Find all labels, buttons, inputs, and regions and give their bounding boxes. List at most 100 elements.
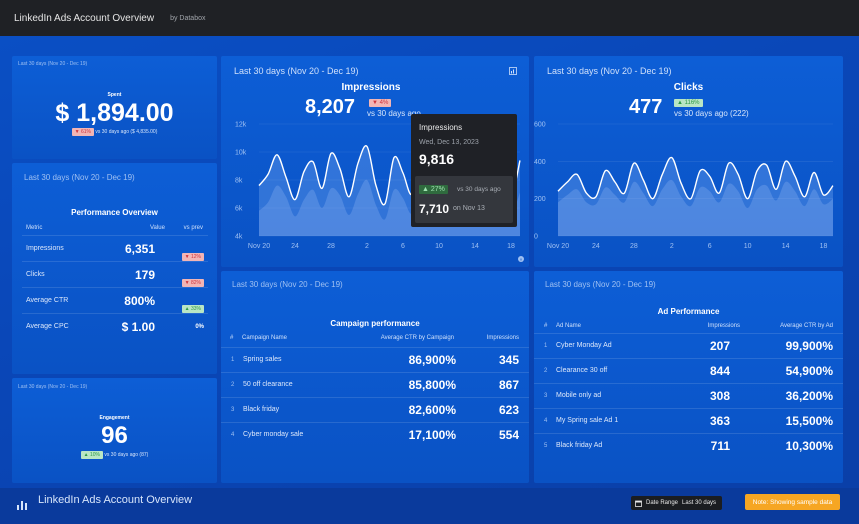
table-row[interactable]: Clicks 179 ▼ 82% (22, 261, 208, 287)
y-tick-label: 200 (534, 196, 546, 203)
tooltip-compare: vs 30 days ago (457, 186, 501, 193)
table-row[interactable]: Impressions 6,351 ▼ 12% (22, 235, 208, 261)
metric-value: 6,351 (124, 242, 155, 256)
x-tick-label: Nov 20 (248, 243, 270, 250)
y-tick-label: 6k (235, 206, 243, 213)
col-campaign-name: Campaign Name (242, 335, 288, 341)
panel-period: Last 30 days (Nov 20 - Dec 19) (234, 66, 359, 76)
table-row[interactable]: 5 Black friday Ad 711 10,300% (534, 433, 843, 458)
table-row[interactable]: 4 My Spring sale Ad 1 363 15,500% (534, 408, 843, 433)
impressions-compare: vs 30 days ago (367, 109, 421, 118)
top-bar: LinkedIn Ads Account Overview by Databox (0, 0, 859, 36)
dashboard-canvas: Last 30 days (Nov 20 - Dec 19) Spent $ 1… (0, 36, 859, 488)
metric-value: $ 1.00 (121, 320, 155, 334)
metric-change: 12% (190, 254, 201, 260)
metric-name: Clicks (26, 271, 45, 278)
row-index: 2 (231, 382, 235, 388)
change-badge: ▲ 33% (181, 305, 204, 313)
x-tick-label: 2 (670, 243, 674, 250)
table-row[interactable]: 1 Cyber Monday Ad 207 99,900% (534, 333, 843, 358)
ad-performance-panel[interactable]: Last 30 days (Nov 20 - Dec 19) Ad Perfor… (534, 271, 843, 483)
clicks-panel[interactable]: Last 30 days (Nov 20 - Dec 19) Clicks 47… (534, 56, 843, 267)
spent-label: Spent (107, 92, 122, 98)
x-tick-label: 24 (291, 243, 299, 250)
x-tick-label: 18 (507, 243, 515, 250)
bottom-bar: LinkedIn Ads Account Overview Date Range… (0, 488, 859, 524)
table-row[interactable]: 1 Spring sales 86,900% 345 (221, 347, 529, 372)
campaign-ctr: 85,800% (408, 378, 456, 392)
tooltip-value: 9,816 (419, 151, 455, 167)
table-row[interactable]: 2 Clearance 30 off 844 54,900% (534, 358, 843, 383)
x-tick-label: 2 (365, 243, 369, 250)
panel-period: Last 30 days (Nov 20 - Dec 19) (18, 384, 88, 390)
sample-data-note[interactable]: Note: Showing sample data (745, 494, 840, 510)
ad-name: Mobile only ad (556, 392, 602, 399)
y-tick-label: 8k (235, 178, 243, 185)
ad-ctr: 36,200% (785, 389, 833, 403)
campaign-ctr: 86,900% (408, 353, 456, 367)
table-row[interactable]: Average CPC $ 1.00 0% (22, 313, 208, 339)
panel-period: Last 30 days (Nov 20 - Dec 19) (232, 280, 343, 289)
col-avg-ctr: Average CTR by Ad (780, 323, 833, 329)
engagement-compare: vs 30 days ago (87) (104, 452, 149, 458)
info-icon[interactable] (518, 256, 524, 262)
ad-impressions: 207 (709, 339, 730, 353)
campaign-impressions: 554 (498, 428, 519, 442)
footer-title: LinkedIn Ads Account Overview (38, 494, 193, 506)
metric-change: 0% (195, 324, 204, 330)
ad-name: Clearance 30 off (556, 367, 608, 374)
row-index: 3 (231, 407, 235, 413)
col-metric: Metric (26, 225, 43, 231)
engagement-panel[interactable]: Last 30 days (Nov 20 - Dec 19) Engagemen… (12, 378, 217, 483)
campaign-title: Campaign performance (330, 319, 420, 328)
metric-name: Average CPC (26, 323, 69, 330)
campaign-panel[interactable]: Last 30 days (Nov 20 - Dec 19) Campaign … (221, 271, 529, 483)
date-range-selector[interactable]: Date Range Last 30 days (631, 496, 723, 510)
x-tick-label: Nov 20 (547, 243, 569, 250)
calendar-icon (635, 500, 642, 507)
panel-period: Last 30 days (Nov 20 - Dec 19) (547, 66, 672, 76)
table-row[interactable]: Average CTR 800% ▲ 33% (22, 287, 208, 313)
chart-tooltip: Impressions Wed, Dec 13, 2023 9,816 ▲ 27… (411, 114, 517, 227)
ad-performance-table: 1 Cyber Monday Ad 207 99,900% 2 Clearanc… (534, 333, 843, 463)
spent-panel[interactable]: Last 30 days (Nov 20 - Dec 19) Spent $ 1… (12, 56, 217, 159)
clicks-chart[interactable]: 0 200 400 600 Nov 20 24 28 2 6 10 14 18 (534, 56, 843, 267)
panel-period: Last 30 days (Nov 20 - Dec 19) (545, 280, 656, 289)
databox-logo-icon (17, 501, 27, 510)
row-index: 2 (544, 368, 548, 374)
x-tick-label: 10 (744, 243, 752, 250)
col-ad-name: Ad Name (556, 323, 582, 329)
campaign-ctr: 82,600% (408, 403, 456, 417)
clicks-change: 116% (684, 100, 700, 106)
table-row[interactable]: 2 50 off clearance 85,800% 867 (221, 372, 529, 397)
campaign-name: Cyber monday sale (243, 431, 304, 438)
spent-compare-row: ▼ 61% vs 30 days ago ($ 4,835.00) (12, 128, 217, 136)
campaign-name: Spring sales (243, 356, 282, 363)
date-range-label: Date Range (646, 500, 679, 506)
spent-compare: vs 30 days ago ($ 4,835.00) (95, 129, 158, 135)
impressions-title: Impressions (341, 82, 401, 93)
ad-performance-header: # Ad Name Impressions Average CTR by Ad (544, 323, 833, 333)
by-databox-label[interactable]: by Databox (170, 14, 206, 22)
x-tick-label: 6 (708, 243, 712, 250)
table-row[interactable]: 3 Mobile only ad 308 36,200% (534, 383, 843, 408)
tooltip-title: Impressions (419, 123, 463, 132)
metric-name: Average CTR (26, 297, 69, 304)
panel-period: Last 30 days (Nov 20 - Dec 19) (24, 173, 135, 182)
campaign-ctr: 17,100% (408, 428, 456, 442)
spent-value: $ 1,894.00 (55, 99, 174, 127)
performance-panel[interactable]: Last 30 days (Nov 20 - Dec 19) Performan… (12, 163, 217, 374)
engagement-compare-row: ▲ 10% vs 30 days ago (87) (12, 451, 217, 459)
ad-ctr: 99,900% (785, 339, 833, 353)
chart-settings-icon[interactable] (509, 67, 517, 75)
campaign-name: 50 off clearance (243, 381, 293, 388)
engagement-change-badge: ▲ 10% (80, 451, 104, 459)
x-tick-label: 18 (820, 243, 828, 250)
panel-period: Last 30 days (Nov 20 - Dec 19) (18, 61, 88, 67)
metric-change: 82% (190, 280, 201, 286)
table-row[interactable]: 3 Black friday 82,600% 623 (221, 397, 529, 422)
ad-ctr: 54,900% (785, 364, 833, 378)
table-row[interactable]: 4 Cyber monday sale 17,100% 554 (221, 422, 529, 447)
series-line[interactable] (557, 156, 834, 200)
row-index: 4 (231, 432, 235, 438)
